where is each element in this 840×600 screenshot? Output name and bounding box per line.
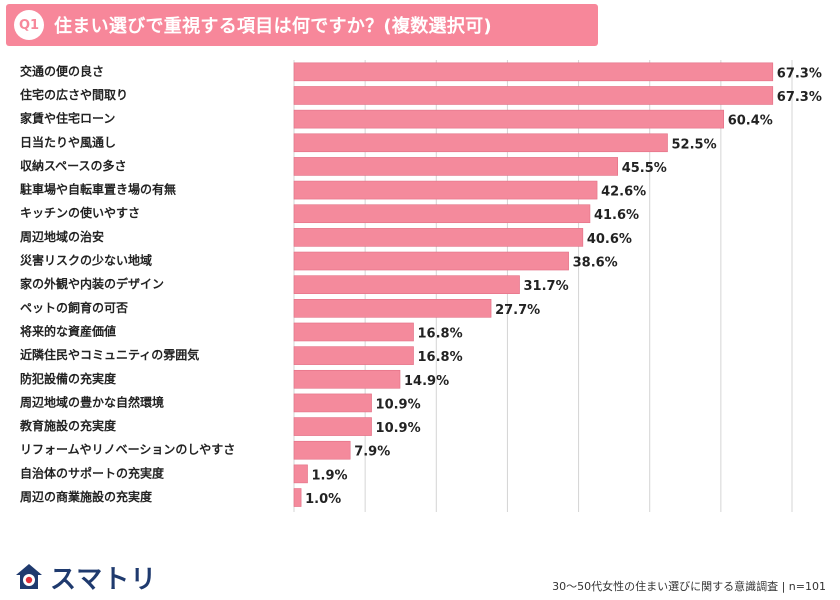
category-label: 周辺地域の治安 <box>20 229 104 244</box>
value-label: 67.3% <box>777 90 822 105</box>
category-label: リフォームやリノベーションのしやすさ <box>20 443 235 457</box>
bar <box>293 440 351 460</box>
bar <box>293 204 591 224</box>
bar <box>293 322 414 342</box>
question-header: Q1 住まい選びで重視する項目は何ですか？(複数選択可) <box>6 4 598 46</box>
value-label: 41.6% <box>594 208 639 223</box>
category-label: 住宅の広さや間取り <box>20 87 128 102</box>
category-label: 将来的な資産価値 <box>20 323 116 338</box>
house-logo-icon <box>16 564 42 589</box>
bar <box>293 228 584 247</box>
category-label: 周辺地域の豊かな自然環境 <box>20 394 164 409</box>
brand-logo-text: スマトリ <box>50 564 158 595</box>
bar <box>293 157 619 176</box>
survey-source: 30〜50代女性の住まい選びに関する意識調査 | n=101 <box>552 580 826 593</box>
category-label: 家賃や住宅ローン <box>20 111 115 126</box>
bar <box>293 299 492 318</box>
brand-logo: スマトリ <box>14 560 158 595</box>
category-label: キッチンの使いやすさ <box>20 205 140 220</box>
category-label: 日当たりや風通し <box>20 134 116 149</box>
category-label: ペットの飼育の可否 <box>20 300 128 315</box>
category-label: 交通の便の良さ <box>20 63 104 78</box>
value-labels: 67.3% 67.3% 60.4% 52.5% 45.5% 42.6% 41.6% 40.6%… <box>305 66 822 507</box>
bar <box>293 393 372 413</box>
value-label: 16.8% <box>418 326 463 341</box>
value-label: 1.0% <box>305 492 341 507</box>
category-label: 収納スペースの多さ <box>20 158 127 173</box>
bar <box>293 62 774 82</box>
value-label: 16.8% <box>418 350 463 365</box>
value-label: 42.6% <box>601 185 646 200</box>
bar <box>293 464 308 484</box>
bar <box>293 251 569 271</box>
category-label: 周辺の商業施設の充実度 <box>20 489 153 504</box>
question-number-badge: Q1 <box>14 10 44 40</box>
category-label: 家の外観や内装のデザイン <box>20 276 164 291</box>
category-label: 教育施設の充実度 <box>19 418 117 433</box>
category-label: 駐車場や自転車置き場の有無 <box>20 182 176 197</box>
value-label: 40.6% <box>587 232 632 247</box>
bar <box>293 86 774 105</box>
value-label: 7.9% <box>354 445 390 460</box>
bar <box>293 133 668 153</box>
value-label: 10.9% <box>376 421 421 436</box>
category-label: 防犯設備の充実度 <box>20 371 117 386</box>
category-labels: 交通の便の良さ住宅の広さや間取り家賃や住宅ローン日当たりや風通し収納スペースの多… <box>19 63 235 504</box>
bar <box>293 109 725 129</box>
value-label: 14.9% <box>404 374 449 389</box>
category-label: 近隣住民やコミュニティの雰囲気 <box>20 347 199 362</box>
bar <box>293 488 302 507</box>
bars <box>293 62 774 507</box>
bar <box>293 417 372 436</box>
value-label: 52.5% <box>672 137 717 152</box>
value-label: 10.9% <box>376 397 421 412</box>
category-label: 自治体のサポートの充実度 <box>20 465 165 480</box>
value-label: 31.7% <box>524 279 569 294</box>
value-label: 38.6% <box>573 256 618 271</box>
value-label: 60.4% <box>728 114 773 129</box>
category-label: 災害リスクの少ない地域 <box>20 253 152 268</box>
value-label: 67.3% <box>777 66 822 81</box>
question-title: 住まい選びで重視する項目は何ですか？(複数選択可) <box>54 16 492 37</box>
bar <box>293 369 401 389</box>
bar <box>293 346 414 365</box>
value-label: 1.9% <box>312 468 348 483</box>
bar <box>293 180 598 200</box>
value-label: 45.5% <box>622 161 667 176</box>
value-label: 27.7% <box>495 303 540 318</box>
bar <box>293 275 520 294</box>
